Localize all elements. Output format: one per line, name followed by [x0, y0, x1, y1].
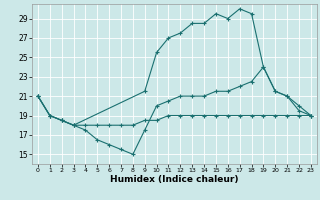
X-axis label: Humidex (Indice chaleur): Humidex (Indice chaleur): [110, 175, 239, 184]
